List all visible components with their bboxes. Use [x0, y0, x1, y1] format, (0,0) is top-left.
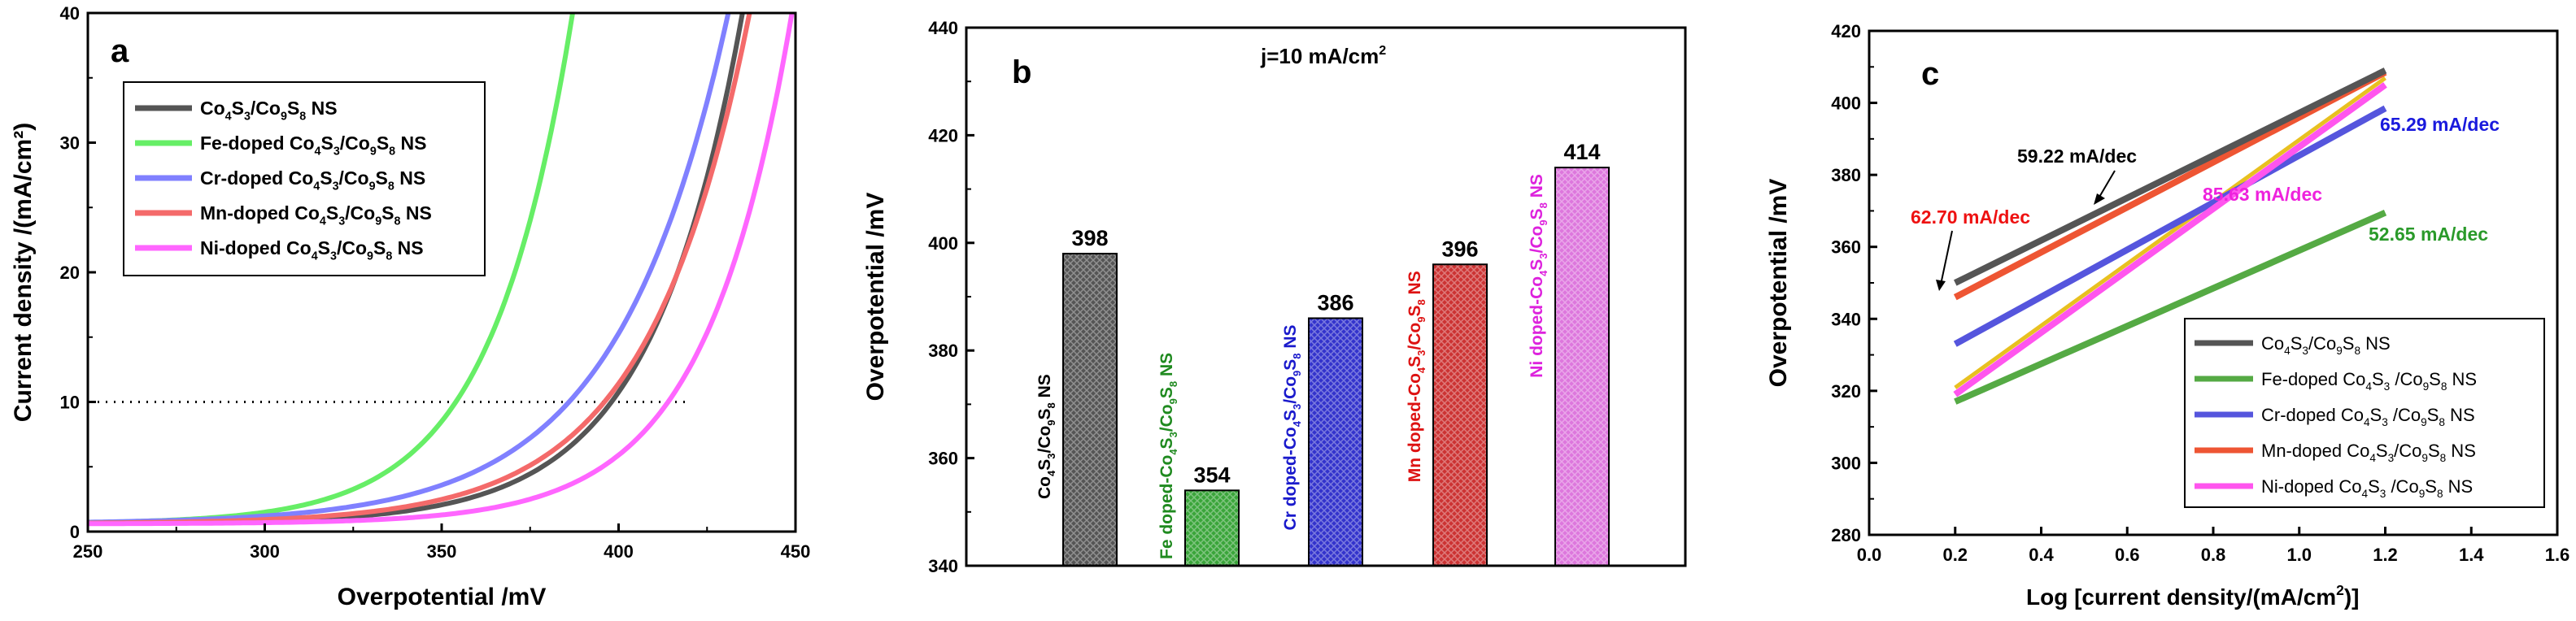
- legend-label-1: Co4S3/Co9S8 NS: [200, 98, 338, 123]
- arrow-59: [2098, 170, 2116, 199]
- arrow-62-head: [1936, 280, 1946, 291]
- tafel-line-1: [1953, 67, 2387, 286]
- category-label-4: Mn doped-Co4S3/Co9S8 NS: [1406, 271, 1427, 482]
- slope-label-5: 85.63 mA/dec: [2203, 184, 2322, 205]
- y-tick-label: 360: [928, 449, 958, 469]
- legend-label-1: Co4S3/Co9S8 NS: [2261, 333, 2391, 357]
- bar-value-label-5: 414: [1563, 140, 1600, 164]
- panel-label-a: a: [111, 33, 129, 69]
- category-label-2: Fe doped-Co4S3/Co9S8 NS: [1157, 353, 1179, 559]
- curves: [88, 13, 795, 527]
- category-label-5: Ni doped-Co4S3/Co9S8 NS: [1528, 174, 1550, 378]
- arrow-59-head: [2094, 193, 2105, 205]
- bar-value-label-3: 386: [1317, 290, 1353, 315]
- x-axis-label: Overpotential /mV: [338, 584, 547, 610]
- y-tick-label: 320: [1831, 381, 1861, 402]
- y-axis-label: Current density /(mA/cm²): [10, 123, 37, 422]
- legend-label-2: Fe-doped Co4S3 /Co9S8 NS: [2261, 369, 2477, 393]
- x-tick-label: 1.2: [2373, 545, 2398, 565]
- x-tick-label: 0.4: [2029, 545, 2054, 565]
- y-tick-label: 400: [1831, 93, 1861, 114]
- y-tick-label: 40: [60, 3, 80, 24]
- x-tick-label: 0.8: [2201, 545, 2226, 565]
- chart-title: j=10 mA/cm2: [1260, 43, 1386, 68]
- panel-a-lsv-chart: 250 300 350 400 450 0 10 20 30 40 Overpotential /m…: [10, 3, 811, 610]
- panel-label-b: b: [1012, 54, 1031, 90]
- y-tick-label: 440: [928, 18, 958, 38]
- y-tick-label: 300: [1831, 453, 1861, 473]
- x-tick-label: 0.2: [1942, 545, 1968, 565]
- x-axis-label: Log [current density/(mA/cm2)]: [2026, 582, 2360, 610]
- y-tick-label: 340: [928, 556, 958, 576]
- bar-value-label-4: 396: [1441, 237, 1478, 261]
- panel-c-tafel-chart: 0.0 0.2 0.4 0.6 0.8 1.0 1.2 1.4 1.6 280 300 320 340 3…: [1765, 21, 2569, 610]
- bar-value-label-2: 354: [1193, 462, 1230, 487]
- tafel-line-3: [1953, 105, 2387, 347]
- x-tick-label: 0.0: [1857, 545, 1882, 565]
- y-tick-label: 10: [60, 393, 80, 413]
- curve-5: [88, 13, 795, 527]
- legend-label-5: Ni-doped Co4S3/Co9S8 NS: [200, 237, 424, 263]
- x-tick-label: 300: [250, 541, 280, 562]
- legend-label-4: Mn-doped Co4S3/Co9S8 NS: [200, 202, 432, 228]
- extra-fit-line-1: [1954, 76, 2386, 389]
- tafel-line-4: [1953, 69, 2387, 301]
- bar-1: [1062, 253, 1118, 567]
- x-tick-label: 1.6: [2545, 545, 2570, 565]
- y-tick-label: 20: [60, 263, 80, 283]
- arrow-62: [1940, 230, 1953, 285]
- x-tick-label: 0.6: [2115, 545, 2140, 565]
- y-axis-label: Overpotential /mV: [1765, 179, 1792, 388]
- legend: Co4S3/Co9S8 NS Fe-doped Co4S3 /Co9S8 NS Cr…: [2184, 318, 2545, 508]
- legend-label-4: Mn-doped Co4S3/Co9S8 NS: [2261, 441, 2476, 464]
- bar-5: [1554, 167, 1610, 567]
- legend-label-2: Fe-doped Co4S3/Co9S8 NS: [200, 132, 426, 158]
- legend-label-5: Ni-doped Co4S3 /Co9S8 NS: [2261, 476, 2473, 500]
- tafel-line-5: [1953, 82, 2387, 397]
- x-tick-label: 350: [427, 541, 457, 562]
- panel-label-c: c: [1921, 56, 1939, 92]
- slope-label-3: 65.29 mA/dec: [2380, 114, 2500, 135]
- x-tick-label: 450: [781, 541, 811, 562]
- slope-label-4: 62.70 mA/dec: [1911, 206, 2030, 228]
- x-tick-label: 250: [73, 541, 103, 562]
- slope-label-2: 52.65 mA/dec: [2369, 224, 2488, 245]
- y-tick-label: 420: [1831, 21, 1861, 41]
- y-tick-label: 380: [928, 341, 958, 361]
- y-tick-label: 340: [1831, 309, 1861, 329]
- tafel-line-2: [1954, 209, 2387, 405]
- x-tick-label: 1.0: [2286, 545, 2312, 565]
- y-tick-label: 30: [60, 133, 80, 154]
- legend: Co4S3/Co9S8 NS Fe-doped Co4S3/Co9S8 NS Cr-…: [123, 81, 486, 276]
- bar-value-label-1: 398: [1071, 226, 1108, 250]
- y-tick-label: 380: [1831, 165, 1861, 185]
- y-tick-label: 280: [1831, 525, 1861, 545]
- category-label-3: Cr doped-Co4S3/Co9S8 NS: [1281, 324, 1303, 530]
- legend-label-3: Cr-doped Co4S3/Co9S8 NS: [200, 167, 425, 193]
- panel-b-overpotential-bar-chart: 398 Co4S3/Co9S8 NS 354 Fe doped-Co4S3/Co9S8…: [862, 18, 1687, 576]
- bar-2: [1184, 489, 1240, 567]
- x-tick-label: 400: [604, 541, 634, 562]
- y-tick-label: 400: [928, 233, 958, 254]
- slope-label-1: 59.22 mA/dec: [2017, 145, 2137, 167]
- y-axis-label: Overpotential /mV: [862, 193, 889, 402]
- x-tick-label: 1.4: [2459, 545, 2484, 565]
- y-tick-label: 0: [70, 522, 80, 542]
- category-label-1: Co4S3/Co9S8 NS: [1035, 374, 1057, 499]
- legend-label-3: Cr-doped Co4S3 /Co9S8 NS: [2261, 405, 2475, 428]
- bar-4: [1432, 263, 1488, 567]
- y-tick-label: 420: [928, 125, 958, 145]
- y-tick-label: 360: [1831, 237, 1861, 258]
- bar-3: [1308, 317, 1363, 567]
